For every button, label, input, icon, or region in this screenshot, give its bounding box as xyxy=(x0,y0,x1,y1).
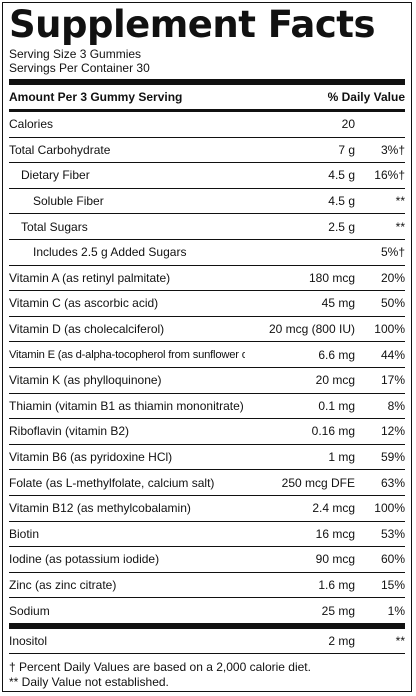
nutrient-name: Vitamin D (as cholecalciferol) xyxy=(9,322,165,337)
nutrient-amount: 45 mg xyxy=(321,296,355,311)
nutrient-amount: 7 g xyxy=(338,142,355,157)
nutrient-dv: 100% xyxy=(374,501,405,516)
nutrient-row: Riboflavin (vitamin B2) 0.16 mg 12% xyxy=(9,419,405,445)
nutrient-dv: 5%† xyxy=(380,245,405,260)
nutrient-dv: 12% xyxy=(380,424,405,439)
nutrient-dv: 1% xyxy=(387,603,405,618)
nutrient-amount: 0.1 mg xyxy=(318,398,355,413)
servings-per-container: Servings Per Container 30 xyxy=(9,61,150,75)
nutrient-dv: ** xyxy=(395,194,405,209)
nutrient-amount: 90 mcg xyxy=(315,552,355,567)
nutrient-name: Dietary Fiber xyxy=(21,168,90,183)
nutrient-dv: 100% xyxy=(374,322,405,337)
nutrient-amount: 2 mg xyxy=(328,634,355,649)
nutrient-row: Inositol 2 mg ** xyxy=(9,629,405,655)
nutrient-amount: 2.4 mcg xyxy=(312,501,355,516)
nutrient-name: Vitamin A (as retinyl palmitate) xyxy=(9,270,171,285)
nutrient-name: Vitamin C (as ascorbic acid) xyxy=(9,296,159,311)
nutrient-row: Iodine (as potassium iodide) 90 mcg 60% xyxy=(9,547,405,573)
nutrient-dv: 60% xyxy=(380,552,405,567)
amount-header: Amount Per 3 Gummy Serving xyxy=(9,90,183,104)
daily-value-header: % Daily Value xyxy=(327,90,405,104)
nutrient-name: Vitamin B6 (as pyridoxine HCl) xyxy=(9,450,173,465)
nutrient-row: Vitamin K (as phylloquinone) 20 mcg 17% xyxy=(9,368,405,394)
nutrient-dv: 15% xyxy=(380,577,405,592)
nutrient-row: Includes 2.5 g Added Sugars 5%† xyxy=(9,240,405,266)
nutrient-name: Biotin xyxy=(9,526,40,541)
nutrient-name: Calories xyxy=(9,117,54,132)
nutrient-dv: 53% xyxy=(380,526,405,541)
nutrient-dv: 50% xyxy=(380,296,405,311)
nutrient-name: Total Carbohydrate xyxy=(9,142,111,157)
nutrient-row: Vitamin C (as ascorbic acid) 45 mg 50% xyxy=(9,291,405,317)
nutrient-amount: 1 mg xyxy=(328,450,355,465)
nutrient-row: Vitamin D (as cholecalciferol) 20 mcg (8… xyxy=(9,317,405,343)
nutrient-dv: 20% xyxy=(380,270,405,285)
nutrient-row: Sodium 25 mg 1% xyxy=(9,598,405,629)
nutrient-row: Calories 20 xyxy=(9,112,405,138)
thick-divider xyxy=(9,79,405,85)
nutrient-row: Zinc (as zinc citrate) 1.6 mg 15% xyxy=(9,573,405,599)
nutrient-name: Iodine (as potassium iodide) xyxy=(9,552,160,567)
nutrient-dv: 3%† xyxy=(380,142,405,157)
footnote-dagger: † Percent Daily Values are based on a 2,… xyxy=(9,660,311,675)
nutrient-row: Total Sugars 2.5 g ** xyxy=(9,214,405,240)
nutrient-name: Includes 2.5 g Added Sugars xyxy=(33,245,187,260)
nutrient-name: Inositol xyxy=(9,634,48,649)
nutrient-dv: 8% xyxy=(387,398,405,413)
nutrient-amount: 1.6 mg xyxy=(318,577,355,592)
nutrient-amount: 4.5 g xyxy=(328,194,355,209)
nutrient-amount: 180 mcg xyxy=(308,270,355,285)
nutrient-name: Vitamin K (as phylloquinone) xyxy=(9,373,162,388)
nutrient-row: Folate (as L-methylfolate, calcium salt)… xyxy=(9,470,405,496)
nutrient-dv: ** xyxy=(395,219,405,234)
nutrient-name: Vitamin B12 (as methylcobalamin) xyxy=(9,501,191,516)
footnotes: † Percent Daily Values are based on a 2,… xyxy=(9,654,405,690)
header-divider xyxy=(9,109,405,112)
nutrient-amount: 25 mg xyxy=(321,603,355,618)
nutrient-row: Vitamin E (as d-alpha-tocopherol from su… xyxy=(9,342,405,368)
nutrient-dv: 59% xyxy=(380,450,405,465)
nutrient-name: Thiamin (vitamin B1 as thiamin mononitra… xyxy=(9,398,244,413)
nutrient-name: Riboflavin (vitamin B2) xyxy=(9,424,130,439)
supplement-facts-panel: Supplement Facts Serving Size 3 Gummies … xyxy=(2,2,412,692)
nutrient-row: Biotin 16 mcg 53% xyxy=(9,522,405,548)
nutrient-name: Zinc (as zinc citrate) xyxy=(9,577,117,592)
nutrient-amount: 4.5 g xyxy=(328,168,355,183)
nutrient-row: Total Carbohydrate 7 g 3%† xyxy=(9,138,405,164)
nutrient-amount: 6.6 mg xyxy=(318,347,355,362)
nutrient-dv: 63% xyxy=(380,475,405,490)
nutrient-row: Vitamin A (as retinyl palmitate) 180 mcg… xyxy=(9,266,405,292)
nutrient-name: Soluble Fiber xyxy=(33,194,104,209)
nutrient-amount: 20 mcg xyxy=(315,373,355,388)
nutrient-row: Vitamin B6 (as pyridoxine HCl) 1 mg 59% xyxy=(9,445,405,471)
nutrient-amount: 16 mcg xyxy=(315,526,355,541)
nutrient-row: Vitamin B12 (as methylcobalamin) 2.4 mcg… xyxy=(9,496,405,522)
nutrient-amount: 2.5 g xyxy=(328,219,355,234)
column-header: Amount Per 3 Gummy Serving % Daily Value xyxy=(9,85,405,109)
nutrient-name: Total Sugars xyxy=(21,219,88,234)
nutrient-dv: 17% xyxy=(380,373,405,388)
nutrient-name: Vitamin E (as d-alpha-tocopherol from su… xyxy=(9,348,245,361)
nutrient-dv: 16%† xyxy=(374,168,405,183)
nutrient-row: Dietary Fiber 4.5 g 16%† xyxy=(9,163,405,189)
footnote-asterisks: ** Daily Value not established. xyxy=(9,675,169,690)
nutrient-amount: 0.16 mg xyxy=(311,424,355,439)
nutrient-amount: 20 xyxy=(341,117,355,132)
nutrient-name: Folate (as L-methylfolate, calcium salt) xyxy=(9,475,215,490)
panel-title: Supplement Facts xyxy=(9,3,376,46)
nutrient-name: Sodium xyxy=(9,603,50,618)
nutrient-row: Soluble Fiber 4.5 g ** xyxy=(9,189,405,215)
nutrient-row: Thiamin (vitamin B1 as thiamin mononitra… xyxy=(9,394,405,420)
serving-size: Serving Size 3 Gummies xyxy=(9,47,142,61)
nutrient-dv: 44% xyxy=(380,347,405,362)
nutrient-amount: 20 mcg (800 IU) xyxy=(268,322,355,337)
nutrient-dv: ** xyxy=(395,634,405,649)
nutrient-amount: 250 mcg DFE xyxy=(281,475,355,490)
